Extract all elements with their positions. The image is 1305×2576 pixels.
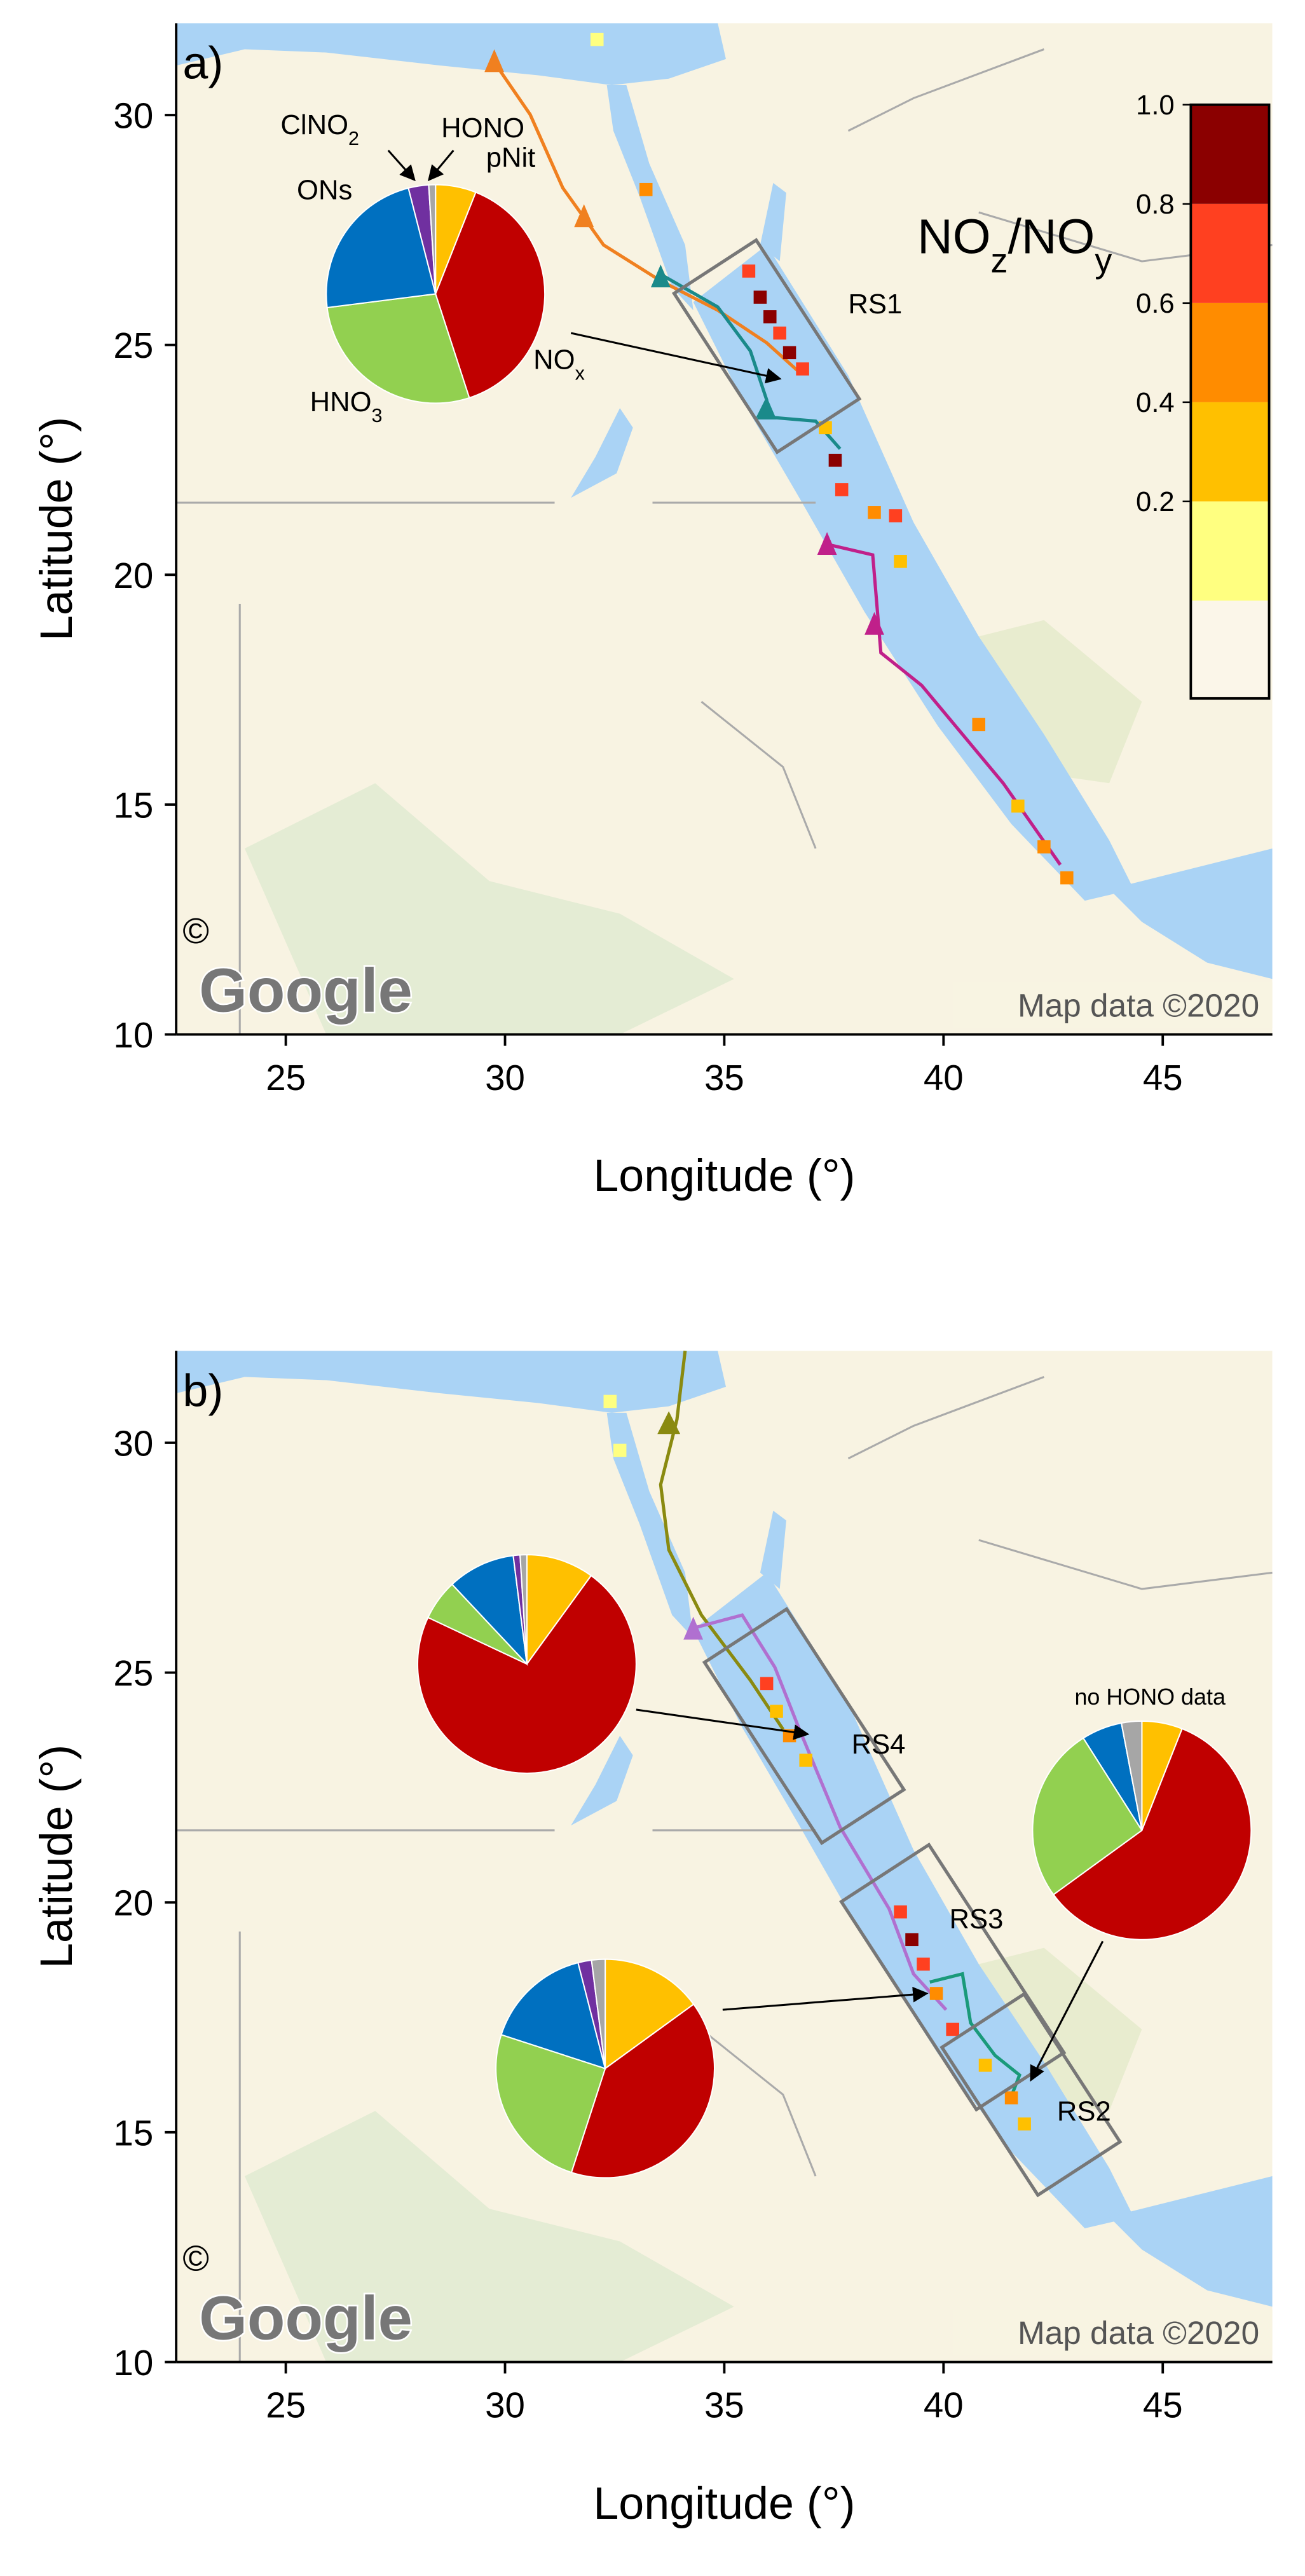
y-tick-label: 20 [113,555,153,596]
subscript: 2 [348,128,359,149]
y-tick-label: 10 [113,2343,153,2383]
pie-slice [605,1958,695,2070]
pie-slice [526,1554,592,1666]
x-tick-label: 45 [1143,1058,1183,1098]
label: pNit [486,142,536,173]
region-label: RS1 [848,289,902,320]
map-credit: Map data ©2020 [1018,2315,1259,2351]
subscript: z [991,242,1008,280]
x-tick-label: 45 [1143,2385,1183,2425]
label: HNO3 [310,387,383,426]
obs-squares-b [603,1394,1031,2131]
label-part: NO [917,209,990,264]
arrows [387,149,1104,2082]
subscript: y [1095,242,1112,280]
colorbar-tick-label: 1.0 [1136,90,1175,121]
pie-slice [570,2003,716,2179]
x-tick-label: 30 [485,1058,525,1098]
y-tick-label: 15 [113,785,153,825]
label-part: pNit [486,142,536,173]
y-tick-label: 15 [113,2113,153,2153]
colorbar-band [1191,402,1269,501]
colorbar-band [1191,501,1269,601]
x-axis-title: Longitude (°) [593,1150,855,1201]
colorbar-band [1191,203,1269,303]
label: ClNO2 [280,110,359,149]
colorbar-band [1191,104,1269,204]
pie-slice [326,293,470,404]
credit-bg [952,982,1273,1028]
y-tick-label: 20 [113,1883,153,1923]
y-tick-label: 25 [113,325,153,365]
copyright: © [182,2239,209,2279]
region-label: RS2 [1057,2097,1111,2127]
pie-slice [451,1555,528,1666]
pie-slice [428,184,437,294]
x-tick-label: 25 [266,2385,306,2425]
y-axis-title: Latitude (°) [31,1745,82,1968]
panel-label: a) [182,38,223,89]
pie-slice [416,1574,637,1775]
region-label: RS3 [950,1904,1004,1935]
label-part: HONO [441,113,524,144]
x-tick-label: 35 [704,1058,744,1098]
colorbar-tick-label: 0.8 [1136,189,1175,220]
panel-label: b) [182,1366,223,1417]
ship-tracks-b [657,1351,1021,2097]
pie-slice [435,191,546,399]
map-credit: Map data ©2020 [1018,987,1259,1023]
region-label: RS4 [852,1729,906,1760]
x-tick-label: 25 [266,1058,306,1098]
x-tick-label: 30 [485,2385,525,2425]
pie-slice [1052,1728,1252,1940]
pie-note: no HONO data [1074,1684,1226,1710]
label-part: /NO [1008,209,1095,264]
label-part: ClNO [280,110,348,140]
label: HONO [441,113,524,144]
label-part: ONs [297,175,352,206]
pie-slice [500,1961,606,2070]
label: ONs [297,175,352,206]
pie-slice [1032,1737,1143,1896]
subscript: 3 [372,405,383,426]
map-logo: Google [199,2284,413,2353]
region-boxes [671,238,1123,2198]
y-tick-label: 30 [113,96,153,136]
colorbar-under [1191,600,1269,699]
pie-slice [519,1554,528,1665]
copyright: © [182,911,209,951]
colorbar-tick-label: 0.4 [1136,388,1175,418]
pie-slice [591,1958,606,2069]
y-axis-title: Latitude (°) [31,417,82,641]
colorbar-tick-label: 0.6 [1136,289,1175,319]
credit-bg [952,2310,1273,2356]
x-tick-label: 40 [924,1058,964,1098]
subscript: x [575,362,585,384]
pie-slice [1120,1720,1143,1831]
x-axis-title: Longitude (°) [593,2478,855,2529]
y-tick-label: 30 [113,1424,153,1464]
colorbar-band [1191,303,1269,402]
x-tick-label: 35 [704,2385,744,2425]
label: NOz/NOy [917,209,1112,280]
label-part: NO [533,344,575,375]
pie-slice [325,187,437,309]
label-part: HNO [310,387,372,418]
pie-slice [495,2034,606,2174]
map-logo: Google [199,956,413,1025]
ship-tracks-a [484,49,1062,866]
y-tick-label: 10 [113,1015,153,1055]
x-tick-label: 40 [924,2385,964,2425]
colorbar-tick-label: 0.2 [1136,487,1175,517]
label: NOx [533,344,585,384]
y-tick-label: 25 [113,1653,153,1693]
